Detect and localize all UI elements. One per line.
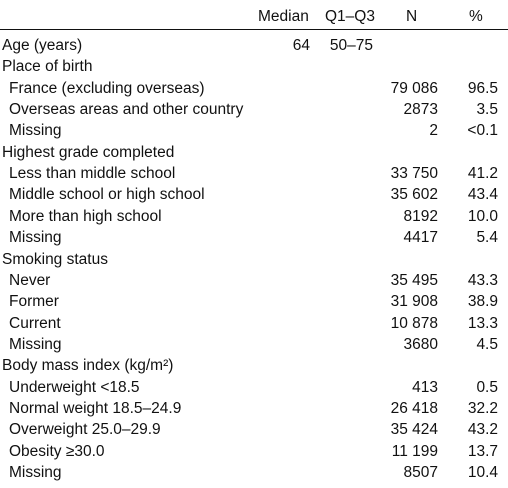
n-value: 8507 <box>403 464 438 481</box>
row-label: Highest grade completed <box>2 143 175 161</box>
row-label: Less than middle school <box>9 165 176 183</box>
n-value: 33 750 <box>390 165 438 183</box>
percent-value: 4.5 <box>476 335 498 353</box>
table-row: Current 10 878 13.3 <box>0 313 508 334</box>
n-value: 35 495 <box>390 271 438 289</box>
n-value: 35 602 <box>390 186 438 204</box>
row-label: Current <box>9 314 61 332</box>
row-label: France (excluding overseas) <box>9 79 205 97</box>
table-row: Normal weight 18.5–24.9 26 418 32.2 <box>0 398 508 419</box>
row-label: Former <box>9 293 59 311</box>
header-percent: % <box>469 8 483 25</box>
table-row: Missing 4417 5.4 <box>0 227 508 248</box>
table-row: More than high school 8192 10.0 <box>0 206 508 227</box>
percent-value: 13.3 <box>467 314 498 332</box>
n-value: 10 878 <box>390 314 438 332</box>
table-row: Overweight 25.0–29.9 35 424 43.2 <box>0 419 508 440</box>
percent-value: 10.4 <box>467 464 498 481</box>
percent-value: 43.3 <box>467 271 498 289</box>
q1-q3-value: 50–75 <box>329 37 373 54</box>
percent-value: 32.2 <box>467 399 498 417</box>
table-row: Less than middle school 33 750 41.2 <box>0 163 508 184</box>
row-label: Missing <box>9 335 62 353</box>
percent-value: 43.2 <box>467 421 498 439</box>
n-value: 26 418 <box>390 399 438 417</box>
table-row: Body mass index (kg/m²) <box>0 355 508 376</box>
n-value: 8192 <box>403 207 438 225</box>
row-label: Place of birth <box>2 58 93 76</box>
table-row: Underweight <18.5 413 0.5 <box>0 377 508 398</box>
table-row: Age (years) 64 50–75 <box>0 35 508 56</box>
table-row: Overseas areas and other country 2873 3.5 <box>0 99 508 120</box>
percent-value: 10.0 <box>467 207 498 225</box>
n-value: 35 424 <box>390 421 438 439</box>
percent-value: 41.2 <box>467 165 498 183</box>
n-value: 2873 <box>403 101 438 119</box>
n-value: 11 199 <box>391 442 438 460</box>
row-label: Normal weight 18.5–24.9 <box>9 399 182 417</box>
percent-value: 96.5 <box>467 79 498 97</box>
row-label: Middle school or high school <box>9 186 205 204</box>
table-row: Never 35 495 43.3 <box>0 270 508 291</box>
row-label: More than high school <box>9 207 162 225</box>
n-value: 3680 <box>403 335 438 353</box>
n-value: 31 908 <box>390 293 438 311</box>
table-row: Place of birth <box>0 56 508 77</box>
table-row: Former 31 908 38.9 <box>0 291 508 312</box>
percent-value: 0.5 <box>476 378 498 396</box>
table-row: France (excluding overseas) 79 086 96.5 <box>0 78 508 99</box>
percent-value: 43.4 <box>467 186 498 204</box>
row-label: Smoking status <box>2 250 108 268</box>
percent-value: 38.9 <box>467 293 498 311</box>
table-row: Obesity ≥30.0 11 199 13.7 <box>0 441 508 462</box>
row-label: Never <box>9 271 51 289</box>
row-label: Body mass index (kg/m²) <box>2 357 174 375</box>
row-label: Obesity ≥30.0 <box>9 442 105 460</box>
header-median: Median <box>258 8 309 25</box>
table-row: Smoking status <box>0 249 508 270</box>
header-n: N <box>406 8 418 25</box>
table-row: Missing 2 <0.1 <box>0 120 508 141</box>
table-row: Middle school or high school 35 602 43.4 <box>0 184 508 205</box>
row-label: Underweight <18.5 <box>9 378 140 396</box>
header-q1-q3: Q1–Q3 <box>325 8 375 25</box>
percent-value: <0.1 <box>467 122 498 140</box>
row-label: Missing <box>9 229 62 247</box>
row-label: Missing <box>9 122 62 140</box>
table-row: Missing 8507 10.4 <box>0 462 508 483</box>
n-value: 79 086 <box>390 79 438 97</box>
n-value: 2 <box>429 122 438 140</box>
n-value: 413 <box>412 378 438 396</box>
row-label: Overseas areas and other country <box>9 101 244 119</box>
percent-value: 13.7 <box>467 442 498 460</box>
row-label: Missing <box>9 464 62 481</box>
percent-value: 3.5 <box>476 101 498 119</box>
table-header: Median Q1–Q3 N % <box>0 3 508 30</box>
n-value: 4417 <box>403 229 438 247</box>
median-value: 64 <box>292 37 310 54</box>
table-row: Highest grade completed <box>0 142 508 163</box>
row-label: Age (years) <box>2 37 83 54</box>
table-row: Missing 3680 4.5 <box>0 334 508 355</box>
percent-value: 5.4 <box>476 229 498 247</box>
row-label: Overweight 25.0–29.9 <box>9 421 161 439</box>
